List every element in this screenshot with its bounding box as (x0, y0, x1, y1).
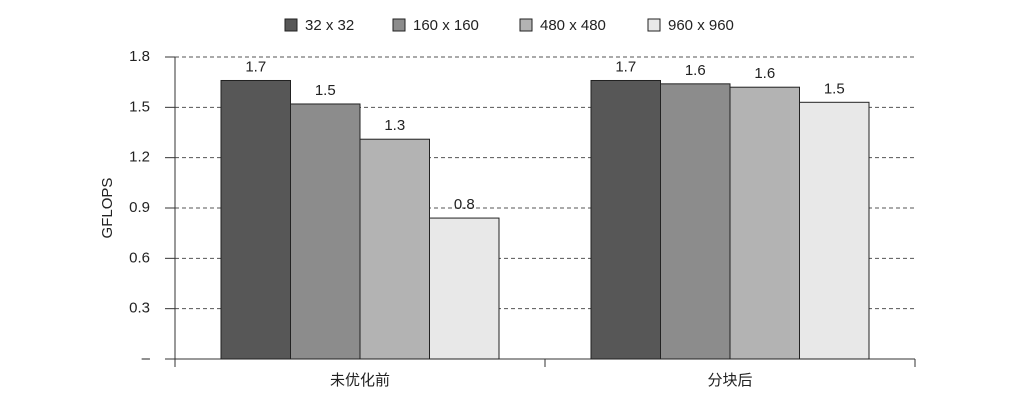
bar (729, 86, 800, 360)
legend-label: 160 x 160 (413, 17, 479, 34)
y-tick-label: – (142, 350, 151, 367)
y-tick-label: 0.6 (129, 249, 150, 266)
legend-swatch (519, 18, 533, 32)
value-label: 1.7 (615, 58, 636, 75)
value-label: 1.7 (245, 58, 266, 75)
y-tick-label: 1.2 (129, 149, 150, 166)
bar (799, 101, 870, 360)
bar (359, 138, 430, 360)
y-tick-label: 1.8 (129, 48, 150, 65)
value-label: 0.8 (454, 196, 475, 213)
y-axis-label: GFLOPS (99, 178, 116, 239)
legend-label: 32 x 32 (305, 17, 354, 34)
legend-swatch (392, 18, 406, 32)
x-tick-label: 未优化前 (330, 372, 390, 389)
bar (660, 83, 731, 360)
bar (220, 79, 291, 360)
value-label: 1.6 (754, 65, 775, 82)
legend-label: 480 x 480 (540, 17, 606, 34)
y-tick-label: 0.3 (129, 300, 150, 317)
y-tick-label: 1.5 (129, 98, 150, 115)
value-label: 1.3 (384, 117, 405, 134)
bar (590, 79, 661, 360)
legend-label: 960 x 960 (668, 17, 734, 34)
bar (429, 217, 500, 360)
value-label: 1.5 (315, 82, 336, 99)
legend-swatch (647, 18, 661, 32)
x-tick-label: 分块后 (707, 372, 752, 389)
value-label: 1.6 (685, 62, 706, 79)
y-tick-label: 0.9 (129, 199, 150, 216)
bar (290, 103, 361, 360)
value-label: 1.5 (824, 80, 845, 97)
legend-swatch (284, 18, 298, 32)
